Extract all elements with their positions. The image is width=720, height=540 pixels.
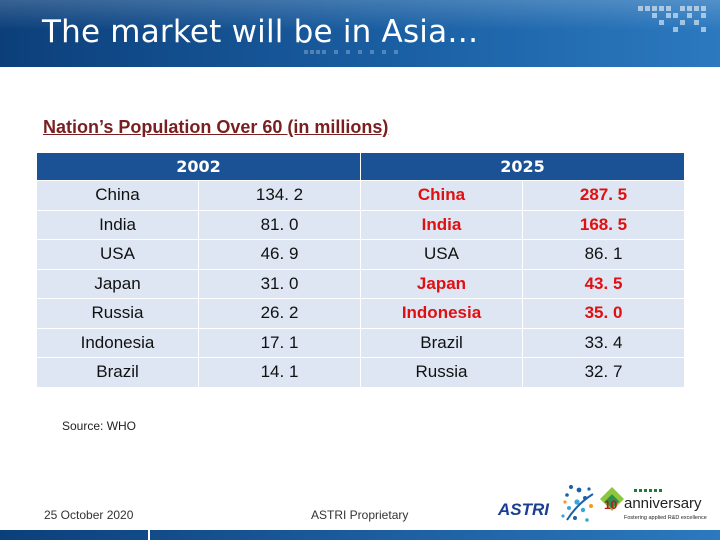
anniversary-tagline: Fostering applied R&D excellence xyxy=(624,515,707,521)
country-2002-cell: Japan xyxy=(36,268,199,299)
value-2025-cell: 32. 7 xyxy=(522,357,685,388)
source-note: Source: WHO xyxy=(62,419,137,433)
value-2025-cell: 35. 0 xyxy=(522,298,685,329)
value-2002-cell: 134. 2 xyxy=(198,180,361,211)
header-2002: 2002 xyxy=(36,152,361,181)
table-row: Brazil 14. 1 Russia 32. 7 xyxy=(36,357,685,388)
country-2002-cell: India xyxy=(36,209,199,240)
table-header-row: 2002 2025 xyxy=(36,152,685,181)
title-bar-shine xyxy=(0,0,720,30)
value-2002-cell: 46. 9 xyxy=(198,239,361,270)
country-2002-cell: USA xyxy=(36,239,199,270)
footer-divider xyxy=(148,530,150,540)
footer-date: 25 October 2020 xyxy=(44,508,134,522)
value-2025-cell: 287. 5 xyxy=(522,180,685,211)
table-row: India 81. 0 India 168. 5 xyxy=(36,209,685,240)
country-2025-cell: China xyxy=(360,180,523,211)
value-2025-cell: 168. 5 xyxy=(522,209,685,240)
value-2002-cell: 17. 1 xyxy=(198,327,361,358)
table-row: China 134. 2 China 287. 5 xyxy=(36,180,685,211)
pixel-pattern-decoration xyxy=(638,6,706,32)
footer-proprietary: ASTRI Proprietary xyxy=(311,508,409,522)
value-2025-cell: 86. 1 xyxy=(522,239,685,270)
country-2002-cell: Indonesia xyxy=(36,327,199,358)
population-table: 2002 2025 China 134. 2 China 287. 5 India 81.… xyxy=(36,152,685,388)
slide-title: The market will be in Asia… xyxy=(42,14,479,50)
pixel-strip-decoration xyxy=(304,50,398,54)
value-2002-cell: 81. 0 xyxy=(198,209,361,240)
country-2025-cell: Indonesia xyxy=(360,298,523,329)
svg-text:10: 10 xyxy=(604,498,618,512)
value-2002-cell: 26. 2 xyxy=(198,298,361,329)
table-row: Japan 31. 0 Japan 43. 5 xyxy=(36,268,685,299)
table-row: Indonesia 17. 1 Brazil 33. 4 xyxy=(36,327,685,358)
table-row: USA 46. 9 USA 86. 1 xyxy=(36,239,685,270)
value-2002-cell: 31. 0 xyxy=(198,268,361,299)
country-2002-cell: Brazil xyxy=(36,357,199,388)
title-bar: The market will be in Asia… xyxy=(0,0,720,67)
anniversary-logo-text: anniversary xyxy=(624,495,702,512)
header-2025: 2025 xyxy=(360,152,685,181)
value-2025-cell: 43. 5 xyxy=(522,268,685,299)
table-caption: Nation’s Population Over 60 (in millions… xyxy=(43,117,389,137)
country-2025-cell: India xyxy=(360,209,523,240)
value-2025-cell: 33. 4 xyxy=(522,327,685,358)
country-2025-cell: Japan xyxy=(360,268,523,299)
country-2025-cell: Russia xyxy=(360,357,523,388)
table-row: Russia 26. 2 Indonesia 35. 0 xyxy=(36,298,685,329)
country-2002-cell: China xyxy=(36,180,199,211)
astri-logo-text: ASTRI xyxy=(497,500,550,519)
value-2002-cell: 14. 1 xyxy=(198,357,361,388)
astri-logo: ASTRI xyxy=(497,485,594,522)
footer-bar xyxy=(0,530,720,540)
anniversary-logo: 10 anniversary Fostering applied R&D exc… xyxy=(600,487,707,521)
country-2025-cell: USA xyxy=(360,239,523,270)
country-2002-cell: Russia xyxy=(36,298,199,329)
country-2025-cell: Brazil xyxy=(360,327,523,358)
